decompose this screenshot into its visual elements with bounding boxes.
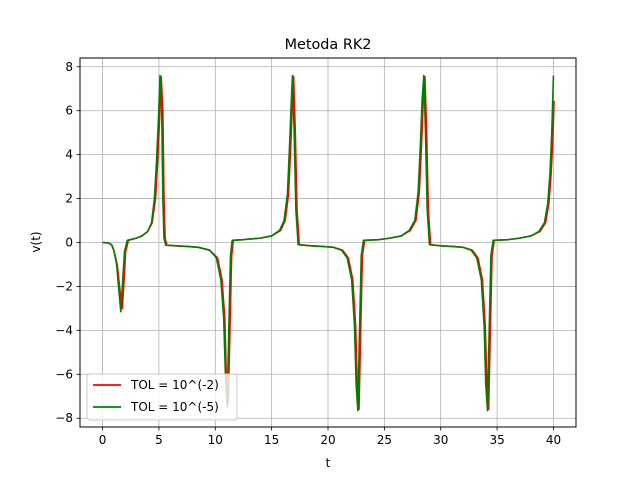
x-tick-label: 15	[264, 433, 279, 447]
y-tick-label: 4	[65, 148, 73, 162]
y-tick-label: 6	[65, 104, 73, 118]
y-tick-label: −4	[55, 323, 73, 337]
y-tick-label: 8	[65, 60, 73, 74]
x-axis-label: t	[326, 456, 331, 470]
y-tick-label: −6	[55, 367, 73, 381]
legend-box	[86, 373, 238, 421]
x-tick-label: 30	[433, 433, 448, 447]
y-tick-label: 0	[65, 236, 73, 250]
legend-entry-tol-5: TOL = 10^(-5)	[130, 400, 219, 414]
y-tick-label: −2	[55, 279, 73, 293]
y-axis-label: v(t)	[29, 231, 43, 252]
x-tick-label: 35	[489, 433, 504, 447]
legend-entry-tol-2: TOL = 10^(-2)	[130, 378, 219, 392]
x-tick-label: 0	[99, 433, 107, 447]
x-tick-label: 20	[320, 433, 335, 447]
x-tick-label: 25	[377, 433, 392, 447]
chart-title: Metoda RK2	[285, 37, 372, 53]
axis-ticks: 0 5 10 15 20 25 30 35 40 −8 −6 −4 −2 0 2 4 6 8	[55, 60, 561, 447]
y-tick-label: −8	[55, 411, 73, 425]
x-tick-label: 10	[208, 433, 223, 447]
x-tick-label: 40	[546, 433, 561, 447]
legend: TOL = 10^(-2) TOL = 10^(-5)	[86, 373, 238, 421]
plot-lines	[102, 74, 555, 412]
series-line-1	[102, 74, 555, 412]
x-tick-label: 5	[155, 433, 163, 447]
y-tick-label: 2	[65, 192, 73, 206]
